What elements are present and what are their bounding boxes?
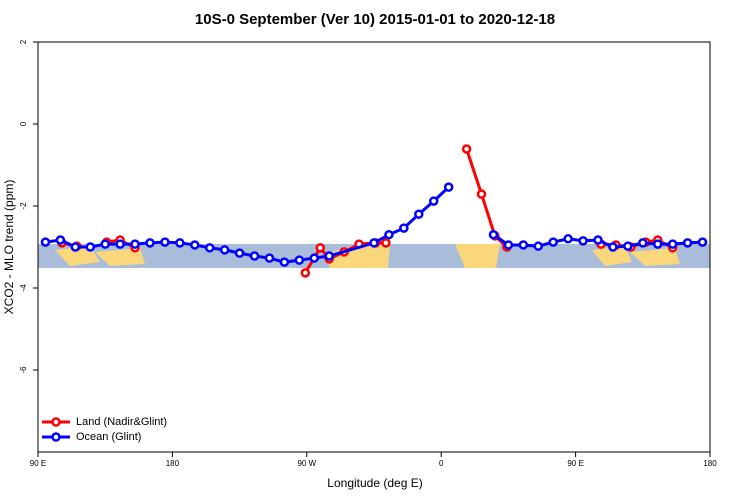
- point: [608, 242, 618, 252]
- y-tick-label: -2: [19, 202, 28, 210]
- point: [414, 209, 424, 219]
- point: [593, 235, 603, 245]
- y-tick-label: -6: [19, 366, 28, 374]
- x-tick-label: 90 E: [30, 459, 46, 468]
- point: [175, 238, 185, 248]
- point: [130, 239, 140, 249]
- point: [461, 144, 472, 154]
- point: [85, 242, 96, 252]
- point: [309, 253, 320, 263]
- point: [652, 239, 663, 249]
- point: [488, 229, 499, 240]
- land-shape: [455, 244, 500, 268]
- y-tick-label: 2: [19, 39, 28, 44]
- point: [190, 240, 200, 250]
- legend-marker: [51, 417, 61, 427]
- point: [369, 238, 379, 248]
- point: [428, 196, 439, 206]
- point: [399, 223, 409, 233]
- point: [315, 243, 325, 253]
- y-tick-label: -4: [19, 284, 28, 292]
- point: [234, 248, 245, 258]
- point: [667, 239, 678, 249]
- point: [533, 241, 544, 251]
- point: [548, 237, 558, 247]
- plot-frame: [37, 41, 711, 453]
- x-tick-label: 180: [703, 459, 717, 468]
- point: [70, 242, 81, 252]
- point: [563, 234, 573, 244]
- point: [682, 238, 693, 248]
- point: [518, 240, 529, 250]
- point: [476, 189, 487, 199]
- point: [264, 253, 275, 263]
- y-axis-label: XCO2 - MLO trend (ppm): [2, 180, 16, 315]
- point: [578, 236, 588, 246]
- legend-marker: [51, 432, 61, 442]
- legend-label: Ocean (Glint): [76, 431, 141, 443]
- point: [443, 182, 454, 192]
- point: [638, 238, 648, 248]
- point: [219, 245, 230, 255]
- point: [249, 251, 260, 261]
- x-tick-label: 90 E: [567, 459, 583, 468]
- x-tick-label: 180: [166, 459, 180, 468]
- point: [381, 238, 391, 248]
- point: [623, 241, 633, 251]
- point: [503, 240, 514, 250]
- point: [294, 255, 305, 265]
- point: [279, 257, 290, 267]
- point: [697, 237, 708, 247]
- chart-title: 10S-0 September (Ver 10) 2015-01-01 to 2…: [195, 11, 555, 28]
- point: [115, 239, 125, 249]
- x-axis-label: Longitude (deg E): [327, 476, 422, 490]
- point: [384, 229, 394, 240]
- point: [204, 243, 215, 253]
- point: [100, 239, 110, 249]
- x-tick-label: 90 W: [297, 459, 316, 468]
- point: [160, 237, 170, 247]
- point: [145, 238, 155, 248]
- y-tick-label: 0: [19, 121, 28, 126]
- point: [324, 251, 334, 261]
- point: [40, 237, 51, 247]
- legend-label: Land (Nadir&Glint): [76, 416, 167, 428]
- point: [300, 268, 311, 278]
- point: [55, 235, 66, 245]
- x-tick-label: 0: [439, 459, 444, 468]
